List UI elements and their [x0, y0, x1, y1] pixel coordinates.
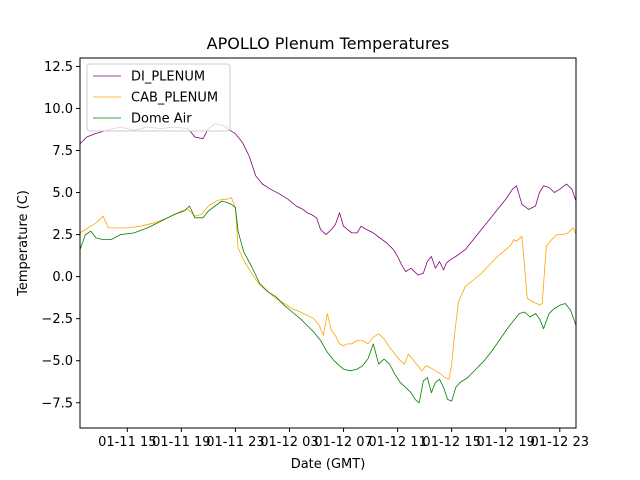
y-tick-label: −7.5 — [41, 396, 73, 411]
x-tick-label: 01-12 07 — [314, 435, 372, 450]
x-tick-label: 01-11 15 — [98, 435, 156, 450]
y-tick-label: 2.5 — [52, 228, 73, 243]
y-tick-label: 10.0 — [44, 102, 73, 117]
y-tick-label: 7.5 — [52, 144, 73, 159]
x-tick-label: 01-11 19 — [152, 435, 210, 450]
x-tick-label: 01-12 11 — [368, 435, 426, 450]
series-line-cab-plenum — [80, 197, 576, 380]
y-axis: −7.5 −5.0 −2.5 0.0 2.5 5.0 7.5 10.0 12.5 — [41, 60, 80, 411]
legend-label-cab-plenum: CAB_PLENUM — [131, 91, 218, 106]
legend-label-dome-air: Dome Air — [131, 112, 192, 127]
y-tick-label: 12.5 — [44, 60, 73, 75]
x-tick-label: 01-11 23 — [206, 435, 264, 450]
y-tick-label: 5.0 — [52, 186, 73, 201]
x-tick-label: 01-12 03 — [260, 435, 318, 450]
x-tick-label: 01-12 23 — [531, 435, 589, 450]
x-tick-label: 01-12 15 — [422, 435, 480, 450]
y-tick-label: −2.5 — [41, 312, 73, 327]
x-axis-label: Date (GMT) — [291, 457, 366, 472]
legend-label-di-plenum: DI_PLENUM — [131, 70, 205, 85]
plot-frame — [79, 57, 577, 429]
y-axis-label: Temperature (C) — [16, 190, 31, 297]
chart-title: APOLLO Plenum Temperatures — [207, 34, 450, 53]
series-line-dome-air — [80, 200, 576, 404]
y-tick-label: −5.0 — [41, 354, 73, 369]
legend-box — [86, 63, 231, 132]
x-tick-label: 01-12 19 — [476, 435, 534, 450]
legend: DI_PLENUM CAB_PLENUM Dome Air — [86, 63, 231, 132]
y-tick-label: 0.0 — [52, 270, 73, 285]
